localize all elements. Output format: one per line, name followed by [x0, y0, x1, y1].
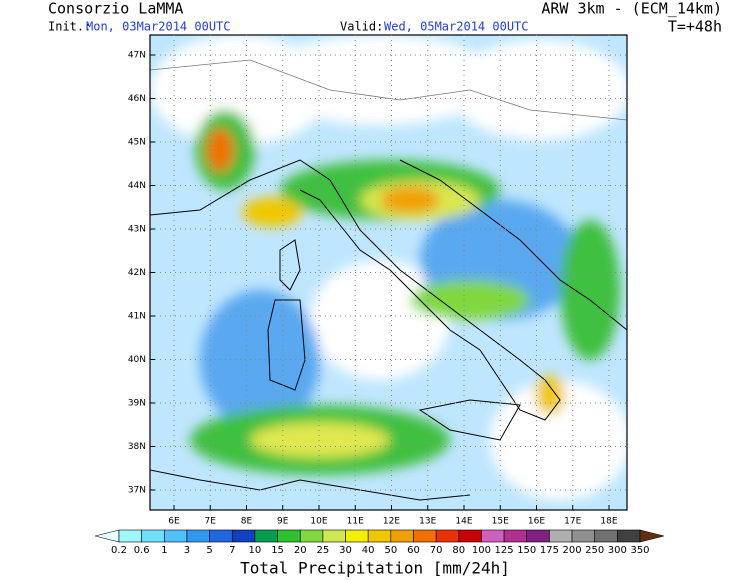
forecast-step: T=+48h [668, 18, 722, 36]
colorbar-arrow [639, 529, 665, 543]
lat-label: 43N [128, 225, 146, 235]
colorbar-label: 20 [294, 545, 307, 556]
lat-label: 46N [128, 94, 146, 104]
colorbar-label: 0.2 [111, 545, 127, 556]
colorbar-swatch [164, 529, 188, 543]
colorbar-swatch [231, 529, 256, 543]
colorbar-label: 70 [430, 545, 443, 556]
colorbar-label: 80 [452, 545, 465, 556]
lon-label: 8E [241, 517, 253, 527]
colorbar-swatch [594, 529, 618, 543]
colorbar-label: 60 [407, 545, 420, 556]
colorbar-swatch [118, 529, 142, 543]
colorbar-label: 125 [495, 545, 514, 556]
graticule: 47N 46N 45N 44N 43N 42N 41N 40N 39N 38N 37N 6E 7E 8E 9… [128, 35, 627, 527]
colorbar-swatch [435, 529, 460, 543]
colorbar-label: 150 [517, 545, 536, 556]
colorbar-swatch [526, 529, 550, 543]
colorbar-swatch [390, 529, 414, 543]
colorbar-label: 3 [184, 545, 190, 556]
lat-label: 44N [128, 181, 146, 191]
header-model: ARW 3km - (ECM_14km) [541, 0, 722, 18]
colorbar-swatch [277, 529, 301, 543]
init-label: Init.: [48, 20, 91, 34]
colorbar-label: 1 [161, 545, 167, 556]
colorbar-label: 40 [362, 545, 375, 556]
colorbar-label: 7 [229, 545, 235, 556]
lon-label: 14E [455, 517, 472, 527]
colorbar-label: 30 [339, 545, 352, 556]
colorbar-label: 0.6 [134, 545, 150, 556]
lat-label: 47N [128, 51, 146, 61]
colorbar-label: 50 [384, 545, 397, 556]
colorbar-swatch [549, 529, 573, 543]
colorbar-swatch [458, 529, 482, 543]
colorbar-label: 10 [249, 545, 262, 556]
colorbar-label: 175 [540, 545, 559, 556]
colorbar-label: 100 [472, 545, 491, 556]
colorbar-label: 25 [317, 545, 330, 556]
lon-label: 13E [419, 517, 436, 527]
lon-label: 16E [528, 517, 545, 527]
lon-label: 7E [205, 517, 217, 527]
lat-label: 41N [128, 312, 146, 322]
lat-label: 38N [128, 442, 146, 452]
lat-label: 37N [128, 486, 146, 496]
colorbar-label: 300 [608, 545, 627, 556]
colorbar-swatch [299, 529, 324, 543]
lon-label: 10E [310, 517, 327, 527]
lat-label: 42N [128, 268, 146, 278]
colorbar-label: 15 [271, 545, 284, 556]
colorbar-swatch [322, 529, 346, 543]
valid-label: Valid: [340, 20, 383, 34]
colorbar-swatch [481, 529, 505, 543]
header-title: Consorzio LaMMA [48, 0, 183, 18]
colorbar-title: Total Precipitation [mm/24h] [240, 559, 510, 578]
colorbar-label: 250 [585, 545, 604, 556]
init-time: Mon, 03Mar2014 00UTC [86, 20, 231, 34]
lon-label: 17E [564, 517, 581, 527]
lat-label: 40N [128, 355, 146, 365]
lon-label: 12E [383, 517, 400, 527]
colorbar-swatch [367, 529, 392, 543]
colorbar-swatch [186, 529, 210, 543]
lon-label: 9E [277, 517, 289, 527]
colorbar-label: 5 [206, 545, 212, 556]
lon-label: 11E [347, 517, 364, 527]
colorbar-swatch [503, 529, 528, 543]
colorbar-arrow [94, 529, 120, 543]
colorbar-label: 200 [562, 545, 581, 556]
colorbar-swatch [254, 529, 278, 543]
colorbar-label: 350 [630, 545, 649, 556]
lon-label: 6E [168, 517, 180, 527]
colorbar-swatch [345, 529, 369, 543]
colorbar-swatch [413, 529, 437, 543]
precip-field [150, 35, 627, 510]
lat-label: 39N [128, 399, 146, 409]
lon-label: 15E [492, 517, 509, 527]
colorbar-swatch [209, 529, 233, 543]
colorbar-swatch [617, 529, 641, 543]
lat-label: 45N [128, 138, 146, 148]
lon-label: 18E [600, 517, 617, 527]
colorbar: 0.2 0.6 1 3 5 7 10 15 20 25 30 40 50 60 70 80 100 125 150 1… [94, 529, 665, 556]
colorbar-swatch [571, 529, 595, 543]
colorbar-swatch [141, 529, 165, 543]
valid-time: Wed, 05Mar2014 00UTC [384, 20, 529, 34]
